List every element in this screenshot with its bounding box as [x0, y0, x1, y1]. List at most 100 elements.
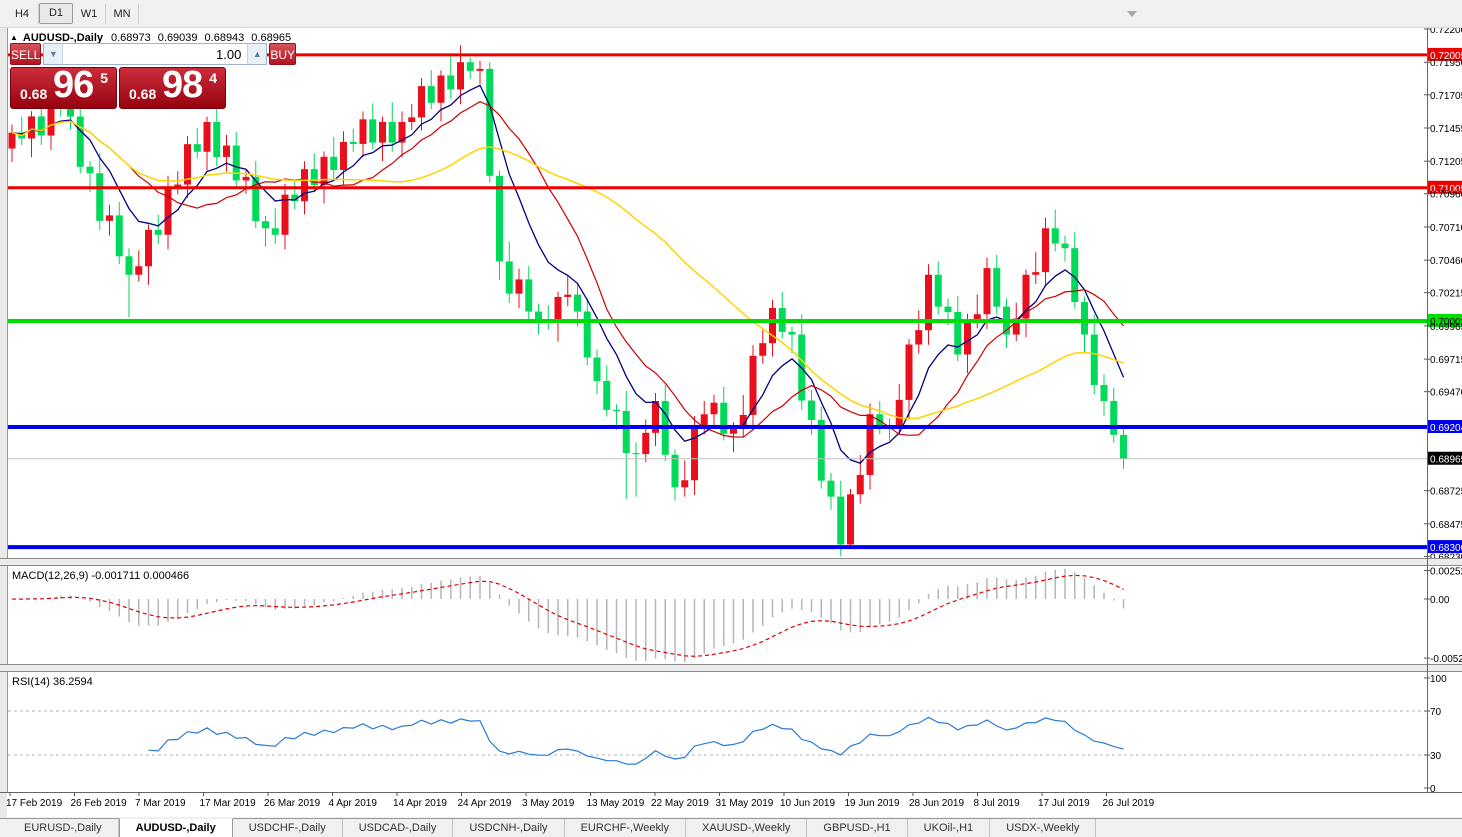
macd-value-main: -0.001711: [91, 570, 141, 582]
date-axis-label: 10 Jun 2019: [780, 798, 835, 809]
rsi-axis-label: 0: [1430, 784, 1436, 795]
price-label-box: [1428, 313, 1462, 327]
macd-axis-label: 0.00: [1430, 595, 1450, 606]
candlestick-series: [8, 44, 1127, 557]
price-label-text: 0.70002: [1430, 317, 1462, 328]
ohlc-low: 0.68943: [204, 32, 245, 44]
ohlc-open: 0.68973: [111, 32, 151, 44]
date-axis-label: 31 May 2019: [716, 798, 774, 809]
date-axis-label: 24 Apr 2019: [458, 798, 512, 809]
ma-line-8: [11, 84, 1125, 464]
current-price-label: 0.68965: [1430, 455, 1462, 466]
tab-eurchf-weekly[interactable]: EURCHF-,Weekly: [565, 819, 686, 837]
price-label-text: 0.72005: [1430, 51, 1462, 62]
date-axis-label: 17 Jul 2019: [1038, 798, 1090, 809]
volume-box: ▼ ▲: [43, 43, 268, 65]
panel-splitter[interactable]: [0, 664, 1462, 672]
window-left-border: [0, 28, 7, 818]
timeframe-mn-button[interactable]: MN: [106, 3, 139, 24]
tab-audusd-daily[interactable]: AUDUSD-,Daily: [118, 818, 233, 837]
tab-eurusd-daily[interactable]: EURUSD-,Daily: [8, 819, 119, 837]
date-axis-label: 4 Apr 2019: [329, 798, 378, 809]
date-axis-label: 28 Jun 2019: [909, 798, 964, 809]
timeframe-toolbar: H4 D1 W1 MN: [0, 0, 1462, 28]
price-axis-label: 0.69715: [1430, 355, 1462, 366]
date-axis-label: 26 Feb 2019: [71, 798, 128, 809]
tab-usdx-weekly[interactable]: USDX-,Weekly: [990, 819, 1097, 837]
chart-tab-bar: EURUSD-,Daily AUDUSD-,Daily USDCHF-,Daily U…: [0, 818, 1462, 837]
rsi-axis-label: 70: [1430, 707, 1442, 718]
rsi-value: 36.2594: [52, 676, 93, 688]
tab-xauusd-weekly[interactable]: XAUUSD-,Weekly: [686, 819, 808, 837]
ohlc-high: 0.69039: [157, 32, 198, 44]
chevron-down-icon: ▼: [48, 49, 58, 59]
buy-price-button[interactable]: 0.68 98 4: [119, 64, 226, 109]
timeframe-d1-button[interactable]: D1: [39, 3, 73, 24]
date-axis-label: 8 Jul 2019: [974, 798, 1021, 809]
volume-input[interactable]: [63, 44, 248, 64]
date-axis-label: 26 Jul 2019: [1103, 798, 1155, 809]
price-label-text: 0.71005: [1430, 184, 1462, 195]
price-axis-label: 0.71205: [1430, 157, 1462, 168]
price-axis-label: 0.69965: [1430, 322, 1462, 333]
macd-axis-label: -0.00523: [1430, 654, 1462, 665]
symbol-title: AUDUSD-,Daily: [22, 32, 103, 44]
rsi-axis-label: 100: [1430, 674, 1447, 685]
tab-usdcnh-daily[interactable]: USDCNH-,Daily: [453, 819, 565, 837]
price-label-box: [1428, 420, 1462, 433]
rsi-line: [148, 716, 1124, 765]
timeframe-w1-button[interactable]: W1: [73, 3, 106, 24]
ma-line-13: [11, 101, 1124, 438]
tab-ukoil-h1[interactable]: UKOil-,H1: [908, 819, 991, 837]
panel-splitter[interactable]: [0, 558, 1462, 566]
buy-price-sup: 4: [209, 70, 217, 86]
macd-axis-label: 0.002522: [1430, 567, 1462, 578]
chart-window[interactable]: 0.720050.710050.700020.692040.683000.689…: [0, 28, 1462, 818]
chart-background: [7, 28, 1462, 817]
sell-price-prefix: 0.68: [20, 86, 48, 102]
price-axis-label: 0.71705: [1430, 91, 1462, 102]
symbol-header: ▲ AUDUSD-,Daily 0.68973 0.69039 0.68943 0.689…: [10, 32, 298, 44]
date-axis-label: 14 Apr 2019: [393, 798, 447, 809]
ma-line-34: [11, 120, 1124, 420]
buy-button[interactable]: BUY: [269, 43, 297, 65]
volume-down-button[interactable]: ▼: [44, 44, 64, 64]
chevron-down-icon[interactable]: [1127, 11, 1137, 17]
date-axis-label: 17 Feb 2019: [6, 798, 63, 809]
tab-usdchf-daily[interactable]: USDCHF-,Daily: [233, 819, 343, 837]
price-axis-label: 0.71455: [1430, 124, 1462, 135]
rsi-axis-label: 30: [1430, 751, 1442, 762]
sell-price-big: 96: [53, 64, 94, 106]
price-axis-label: 0.70215: [1430, 289, 1462, 300]
macd-signal-line: [11, 574, 1124, 657]
macd-label: MACD(12,26,9) -0.001711 0.000466: [12, 570, 190, 582]
date-axis-label: 22 May 2019: [651, 798, 709, 809]
date-axis-label: 7 Mar 2019: [135, 798, 186, 809]
date-axis-label: 17 Mar 2019: [200, 798, 257, 809]
date-axis-label: 26 Mar 2019: [264, 798, 321, 809]
price-axis-label: 0.68475: [1430, 520, 1462, 531]
price-label-box: [1428, 180, 1462, 194]
macd-value-signal: 0.000466: [143, 570, 190, 582]
price-label-box: [1428, 47, 1462, 61]
sell-button[interactable]: SELL: [10, 43, 42, 65]
buy-price-prefix: 0.68: [129, 86, 157, 102]
chevron-up-icon: ▲: [252, 49, 262, 59]
price-axis-label: 0.68725: [1430, 487, 1462, 498]
volume-up-button[interactable]: ▲: [247, 44, 267, 64]
chart-canvas[interactable]: 0.720050.710050.700020.692040.683000.689…: [0, 28, 1462, 818]
sell-price-button[interactable]: 0.68 96 5: [10, 64, 117, 109]
date-axis-label: 13 May 2019: [587, 798, 645, 809]
collapse-icon[interactable]: ▲: [10, 33, 18, 42]
timeframe-h4-button[interactable]: H4: [6, 3, 39, 24]
tab-usdcad-daily[interactable]: USDCAD-,Daily: [343, 819, 454, 837]
tab-gbpusd-h1[interactable]: GBPUSD-,H1: [807, 819, 908, 837]
